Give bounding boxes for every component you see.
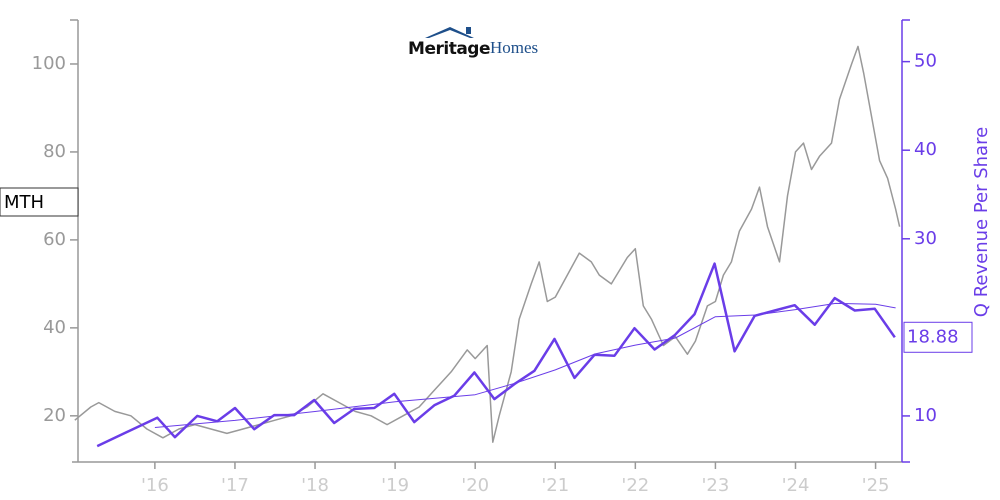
logo-bold: Meritage [408, 39, 490, 59]
logo-roof [425, 27, 474, 38]
y-tick-label: 40 [43, 317, 66, 338]
series-line [74, 45, 901, 443]
logo: Meritage Homes [408, 27, 538, 59]
y2-tick-label: 30 [914, 228, 937, 249]
x-tick-label: '20 [461, 475, 489, 496]
last-value-box [903, 321, 973, 353]
x-tick-label: '16 [141, 475, 169, 496]
x-tick-label: '21 [541, 475, 569, 496]
series-line [96, 262, 896, 448]
logo-chimney [466, 27, 471, 34]
y2-tick-label: 10 [914, 405, 937, 426]
x-tick-label: '17 [221, 475, 249, 496]
x-tick-label: '25 [862, 475, 890, 496]
logo-light: Homes [490, 38, 538, 57]
x-tick-label: '24 [782, 475, 810, 496]
y-tick-label: 100 [32, 53, 66, 74]
y-tick-label: 20 [43, 405, 66, 426]
x-tick-label: '18 [301, 475, 329, 496]
y-tick-label: 80 [43, 141, 66, 162]
series-line [154, 302, 896, 428]
y-tick-label: 60 [43, 229, 66, 250]
last-value-label: 18.88 [907, 326, 959, 347]
ticker-box [0, 187, 79, 217]
x-tick-label: '19 [381, 475, 409, 496]
ticker-label: MTH [4, 192, 44, 213]
x-tick-label: '23 [701, 475, 729, 496]
y2-tick-label: 50 [914, 51, 937, 72]
y2-axis-title: Q Revenue Per Share [971, 127, 992, 317]
y2-tick-label: 40 [914, 139, 937, 160]
x-tick-label: '22 [621, 475, 649, 496]
